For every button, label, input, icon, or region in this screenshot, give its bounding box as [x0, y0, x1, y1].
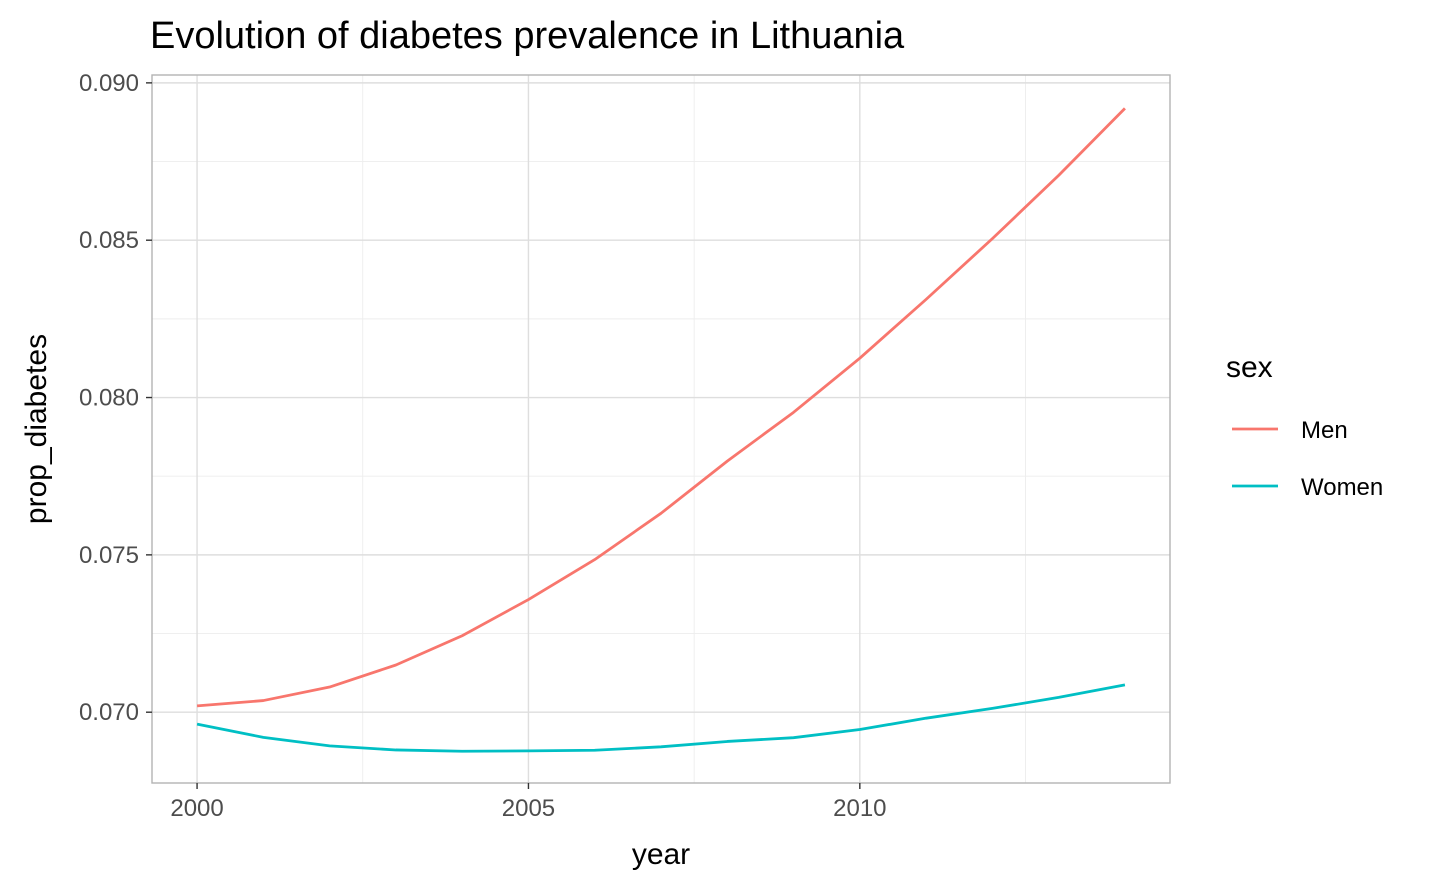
y-axis: 0.070 0.075 0.080 0.085 0.090 — [79, 70, 152, 726]
major-gridlines — [152, 75, 1170, 783]
legend-label-women: Women — [1301, 474, 1383, 501]
x-axis-title: year — [632, 838, 690, 871]
y-tick-label: 0.090 — [79, 70, 139, 97]
chart-title: Evolution of diabetes prevalence in Lith… — [150, 15, 905, 57]
y-tick-label: 0.070 — [79, 699, 139, 726]
legend-label-men: Men — [1301, 417, 1348, 444]
y-axis-title: prop_diabetes — [20, 334, 53, 524]
x-tick-label: 2005 — [502, 795, 555, 822]
plot-panel-border — [151, 74, 1171, 784]
legend-items: Men Women — [1232, 417, 1383, 501]
series-line-men — [196, 107, 1126, 708]
y-tick-label: 0.075 — [79, 542, 139, 569]
series-lines — [196, 107, 1126, 753]
legend: sex Men Women — [1226, 351, 1383, 501]
legend-title: sex — [1226, 351, 1273, 384]
series-line-women — [196, 683, 1126, 753]
y-tick-label: 0.085 — [79, 227, 139, 254]
x-tick-label: 2000 — [170, 795, 223, 822]
minor-gridlines — [152, 75, 1170, 783]
y-tick-label: 0.080 — [79, 385, 139, 412]
x-axis: 2000 2005 2010 — [170, 783, 887, 822]
x-tick-label: 2010 — [833, 795, 886, 822]
